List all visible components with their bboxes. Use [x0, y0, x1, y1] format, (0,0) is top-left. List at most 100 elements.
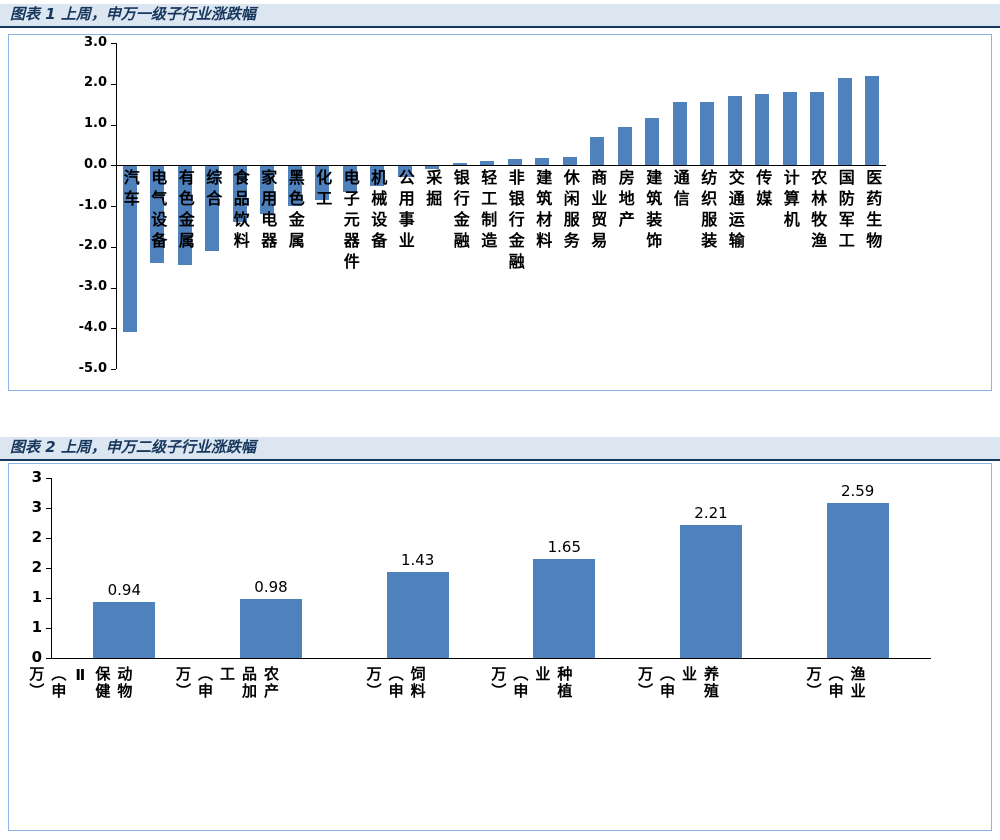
bar: [240, 599, 302, 658]
category-label: 公用事业: [395, 169, 415, 254]
bar: [837, 77, 852, 166]
category-label: 电气设备: [148, 169, 168, 254]
bar: [727, 95, 742, 166]
y-tick-mark: [111, 165, 116, 167]
bar: [535, 157, 550, 166]
plot-area: 3 3 2 2 1 1 0 动物保健Ⅱ（申万） 0.94 农产品加工（申万） 0.98 饲料（申万） 1…: [27, 468, 931, 700]
bar: [425, 165, 440, 170]
category-label: 种植业（申万）: [489, 666, 574, 700]
category-label: 通信: [670, 169, 690, 212]
category-label: 渔业（申万）: [804, 666, 867, 700]
y-tick-label: 0: [31, 648, 42, 667]
bar: [562, 157, 577, 166]
y-axis-line: [51, 478, 52, 658]
category-label: 采掘: [423, 169, 443, 212]
bar: [617, 126, 632, 166]
category-label: 化工: [313, 169, 333, 212]
category-label: 农产品加工（申万）: [174, 666, 280, 700]
category-label: 农林牧渔: [808, 169, 828, 254]
y-tick-mark: [46, 598, 51, 599]
data-label: 1.43: [400, 551, 435, 570]
bar: [700, 102, 715, 166]
category-label: 黑色金属: [285, 169, 305, 254]
bar: [590, 136, 605, 166]
figure1-chart: 3.0 2.0 1.0 0.0 -1.0 -2.0 -3.0 -4.0 -5.0 汽车 电气设备 有色…: [8, 34, 992, 391]
y-tick-mark: [46, 658, 51, 659]
data-label: 0.94: [107, 580, 142, 599]
figure1-header-bar: 图表 1 上周，申万一级子行业涨跌幅: [0, 4, 1000, 28]
data-label: 0.98: [254, 578, 288, 597]
bar: [865, 75, 880, 166]
category-label: 轻工制造: [478, 169, 498, 254]
bar: [480, 161, 495, 166]
figure2-header-bar: 图表 2 上周，申万二级子行业涨跌幅: [0, 437, 1000, 461]
y-tick-label: -4.0: [78, 319, 107, 335]
bar: [507, 159, 522, 166]
category-label: 建筑材料: [533, 169, 553, 254]
bar: [680, 525, 742, 658]
bar: [672, 102, 687, 166]
category-label: 动物保健Ⅱ（申万）: [27, 666, 134, 700]
category-label: 食品饮料: [230, 169, 250, 254]
y-tick-label: 2: [31, 528, 42, 547]
y-tick-label: 2: [31, 558, 42, 577]
y-tick-label: -5.0: [78, 360, 107, 376]
y-tick-mark: [111, 206, 116, 207]
category-label: 计算机: [780, 169, 800, 233]
bar: [370, 165, 385, 186]
bar: [150, 165, 165, 264]
plot-area: 3.0 2.0 1.0 0.0 -1.0 -2.0 -3.0 -4.0 -5.0 汽车 电气设备 有色…: [79, 35, 886, 376]
bar: [782, 91, 797, 166]
y-tick-mark: [111, 246, 116, 248]
bar: [810, 91, 825, 166]
bar: [260, 165, 275, 215]
y-tick-mark: [46, 508, 51, 509]
y-tick-label: 1: [31, 588, 42, 607]
category-label: 汽车: [120, 169, 140, 212]
category-label: 有色金属: [175, 169, 195, 254]
figure1-title: 图表 1 上周，申万一级子行业涨跌幅: [10, 5, 256, 23]
category-label: 商业贸易: [588, 169, 608, 254]
y-tick-label: 3: [31, 468, 42, 487]
bar: [342, 165, 357, 192]
category-label: 医药生物: [863, 169, 883, 254]
data-label: 2.59: [840, 481, 875, 500]
y-tick-label: 1.0: [83, 116, 107, 132]
category-label: 电子元器件: [340, 169, 360, 275]
bar: [232, 165, 247, 223]
bar: [177, 165, 192, 266]
y-tick-label: 0.0: [83, 156, 107, 172]
y-tick-label: -2.0: [78, 238, 107, 254]
data-label: 2.21: [694, 504, 728, 523]
y-axis-line: [116, 43, 117, 369]
y-tick-mark: [111, 43, 116, 44]
y-tick-label: 3: [31, 498, 42, 517]
category-label: 传媒: [753, 169, 773, 212]
y-tick-mark: [111, 369, 116, 370]
category-label: 交通运输: [725, 169, 745, 254]
y-tick-mark: [111, 83, 116, 85]
y-tick-mark: [111, 287, 116, 289]
y-tick-label: -3.0: [78, 279, 107, 295]
figure2-title: 图表 2 上周，申万二级子行业涨跌幅: [10, 438, 256, 456]
category-label: 饲料（申万）: [364, 666, 427, 700]
bar: [386, 572, 449, 658]
bar: [315, 165, 330, 200]
category-label: 非银行金融: [505, 169, 525, 275]
category-label: 综合: [203, 169, 223, 212]
category-label: 国防军工: [835, 169, 855, 254]
bar: [287, 165, 302, 206]
bar: [533, 559, 596, 658]
bar: [122, 165, 137, 333]
y-tick-label: 3.0: [83, 34, 107, 50]
bar: [452, 163, 467, 166]
category-label: 房地产: [615, 169, 635, 233]
bar: [205, 165, 220, 251]
y-tick-mark: [111, 328, 116, 330]
y-tick-mark: [46, 568, 51, 569]
category-label: 建筑装饰: [643, 169, 663, 254]
bar: [826, 502, 889, 658]
y-tick-mark: [111, 124, 116, 126]
x-axis-line: [116, 165, 886, 167]
